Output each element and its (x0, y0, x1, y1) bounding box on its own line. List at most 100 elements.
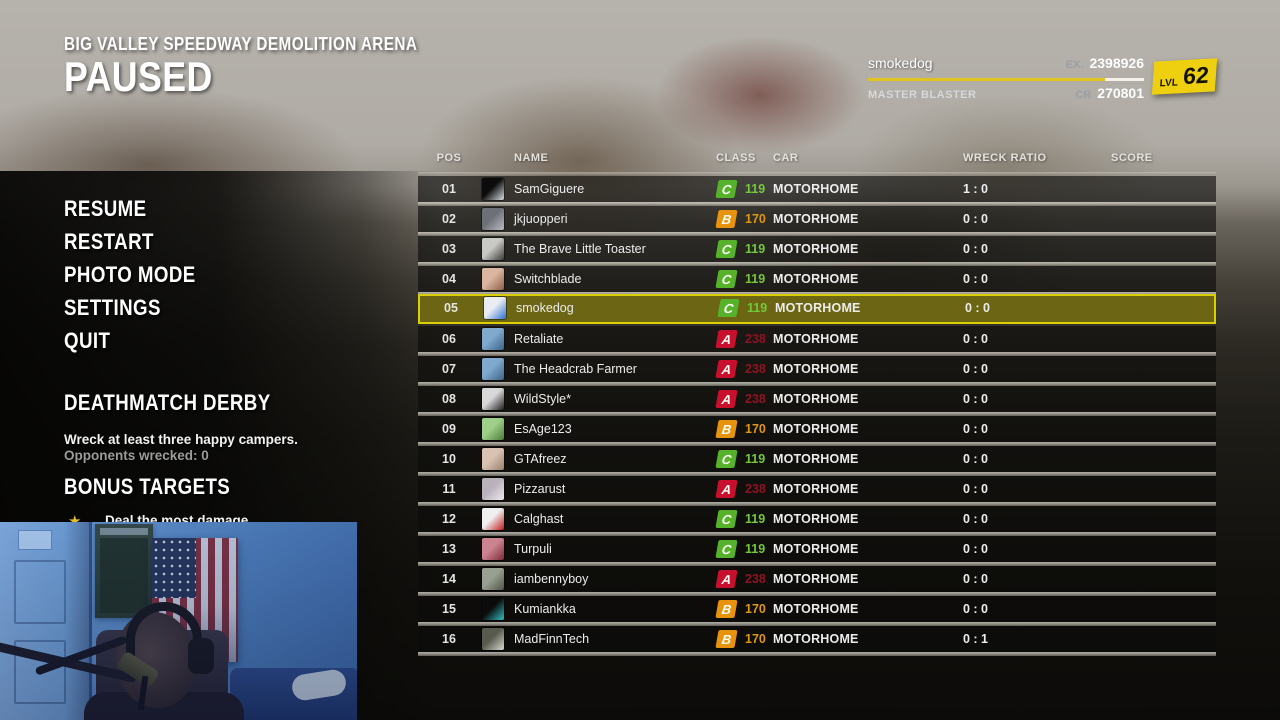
class-letter: C (720, 541, 733, 557)
menu-item-settings[interactable]: SETTINGS (64, 295, 161, 320)
level-value: 62 (1182, 61, 1210, 90)
class-rating-cell: 119 (747, 301, 768, 315)
table-row[interactable]: 11 Pizzarust A 238 MOTORHOME 0 : 0 (418, 476, 1216, 506)
car-cell: MOTORHOME (773, 272, 859, 286)
menu-item-resume[interactable]: RESUME (64, 196, 147, 221)
table-row[interactable]: 15 Kumiankka B 170 MOTORHOME 0 : 0 (418, 596, 1216, 626)
menu-item-photo-mode[interactable]: PHOTO MODE (64, 262, 196, 287)
car-cell: MOTORHOME (773, 572, 859, 586)
player-avatar (482, 358, 504, 380)
table-row[interactable]: 02 jkjuopperi B 170 MOTORHOME 0 : 0 (418, 206, 1216, 236)
table-row[interactable]: 05 smokedog C 119 MOTORHOME 0 : 0 (418, 294, 1216, 324)
wreck-ratio-cell: 0 : 0 (963, 332, 989, 346)
table-row[interactable]: 06 Retaliate A 238 MOTORHOME 0 : 0 (418, 326, 1216, 356)
wreck-ratio-cell: 1 : 0 (963, 182, 989, 196)
class-rating-cell: 170 (745, 212, 766, 226)
table-row[interactable]: 13 Turpuli C 119 MOTORHOME 0 : 0 (418, 536, 1216, 566)
table-row[interactable]: 16 MadFinnTech B 170 MOTORHOME 0 : 1 (418, 626, 1216, 656)
car-cell: MOTORHOME (773, 242, 859, 256)
table-row[interactable]: 03 The Brave Little Toaster C 119 MOTORH… (418, 236, 1216, 266)
player-avatar (482, 598, 504, 620)
position-cell: 03 (442, 242, 456, 256)
table-row[interactable]: 08 WildStyle* A 238 MOTORHOME 0 : 0 (418, 386, 1216, 416)
position-cell: 12 (442, 512, 456, 526)
player-avatar (482, 508, 504, 530)
column-score: SCORE (1111, 152, 1153, 164)
class-badge: B (715, 210, 738, 228)
wreck-ratio-cell: 0 : 0 (963, 422, 989, 436)
player-name-cell: Switchblade (514, 272, 582, 286)
exp-label: EX. (1065, 59, 1084, 71)
table-row[interactable]: 14 iambennyboy A 238 MOTORHOME 0 : 0 (418, 566, 1216, 596)
car-cell: MOTORHOME (773, 632, 859, 646)
class-badge: C (717, 299, 740, 317)
bonus-targets-title: BONUS TARGETS (64, 474, 231, 499)
player-panel: smokedog EX. 2398926 MASTER BLASTER CR 270… (868, 55, 1144, 103)
column-name: NAME (514, 152, 549, 164)
scoreboard-header: POS NAME CLASS CAR WRECK RATIO SCORE (418, 150, 1216, 171)
player-name-cell: EsAge123 (514, 422, 572, 436)
class-letter: C (720, 271, 733, 287)
flag-canton (152, 538, 196, 598)
objective-title: DEATHMATCH DERBY (64, 390, 271, 415)
player-avatar (482, 208, 504, 230)
class-letter: B (720, 421, 733, 437)
wreck-ratio-cell: 0 : 0 (963, 272, 989, 286)
class-badge: C (715, 270, 738, 288)
position-cell: 02 (442, 212, 456, 226)
position-cell: 13 (442, 542, 456, 556)
player-name-cell: Kumiankka (514, 602, 576, 616)
table-row[interactable]: 09 EsAge123 B 170 MOTORHOME 0 : 0 (418, 416, 1216, 446)
car-cell: MOTORHOME (775, 301, 861, 315)
class-badge: A (715, 330, 738, 348)
table-row[interactable]: 10 GTAfreez C 119 MOTORHOME 0 : 0 (418, 446, 1216, 476)
car-cell: MOTORHOME (773, 362, 859, 376)
column-wreck-ratio: WRECK RATIO (963, 152, 1047, 164)
class-badge: A (715, 390, 738, 408)
player-name-cell: The Brave Little Toaster (514, 242, 646, 256)
player-name-cell: The Headcrab Farmer (514, 362, 637, 376)
column-car: CAR (773, 152, 799, 164)
car-cell: MOTORHOME (773, 482, 859, 496)
position-cell: 07 (442, 362, 456, 376)
objective-description: Wreck at least three happy campers. (64, 432, 298, 447)
car-cell: MOTORHOME (773, 542, 859, 556)
menu-item-restart[interactable]: RESTART (64, 229, 154, 254)
player-name-cell: Turpuli (514, 542, 552, 556)
objective-progress: Opponents wrecked: 0 (64, 448, 209, 463)
table-row[interactable]: 04 Switchblade C 119 MOTORHOME 0 : 0 (418, 266, 1216, 296)
table-row[interactable]: 07 The Headcrab Farmer A 238 MOTORHOME 0… (418, 356, 1216, 386)
webcam-tint (0, 522, 357, 720)
table-row[interactable]: 12 Calghast C 119 MOTORHOME 0 : 0 (418, 506, 1216, 536)
player-avatar (482, 448, 504, 470)
class-rating-cell: 119 (745, 512, 766, 526)
wreck-ratio-cell: 0 : 0 (963, 602, 989, 616)
class-rating-cell: 119 (745, 242, 766, 256)
class-letter: A (720, 331, 733, 347)
position-cell: 10 (442, 452, 456, 466)
class-rating-cell: 238 (745, 482, 766, 496)
scoreboard: POS NAME CLASS CAR WRECK RATIO SCORE 01 … (418, 150, 1216, 656)
position-cell: 01 (442, 182, 456, 196)
class-letter: C (720, 511, 733, 527)
player-avatar (482, 178, 504, 200)
wreck-ratio-cell: 0 : 0 (963, 212, 989, 226)
class-badge: C (715, 540, 738, 558)
position-cell: 05 (444, 301, 458, 315)
class-letter: B (720, 211, 733, 227)
table-row[interactable]: 01 SamGiguere C 119 MOTORHOME 1 : 0 (418, 176, 1216, 206)
wreck-ratio-cell: 0 : 0 (963, 392, 989, 406)
credits-label: CR (1075, 89, 1092, 101)
player-name-cell: smokedog (516, 301, 574, 315)
player-name-cell: jkjuopperi (514, 212, 568, 226)
wreck-ratio-cell: 0 : 0 (963, 242, 989, 256)
pause-menu: RESUME RESTART PHOTO MODE SETTINGS QUIT (64, 196, 219, 361)
title-block: BIG VALLEY SPEEDWAY DEMOLITION ARENA PAU… (64, 34, 480, 98)
position-cell: 14 (442, 572, 456, 586)
player-avatar (482, 568, 504, 590)
class-letter: A (720, 571, 733, 587)
menu-item-quit[interactable]: QUIT (64, 328, 111, 353)
player-name-cell: SamGiguere (514, 182, 585, 196)
player-avatar (482, 628, 504, 650)
